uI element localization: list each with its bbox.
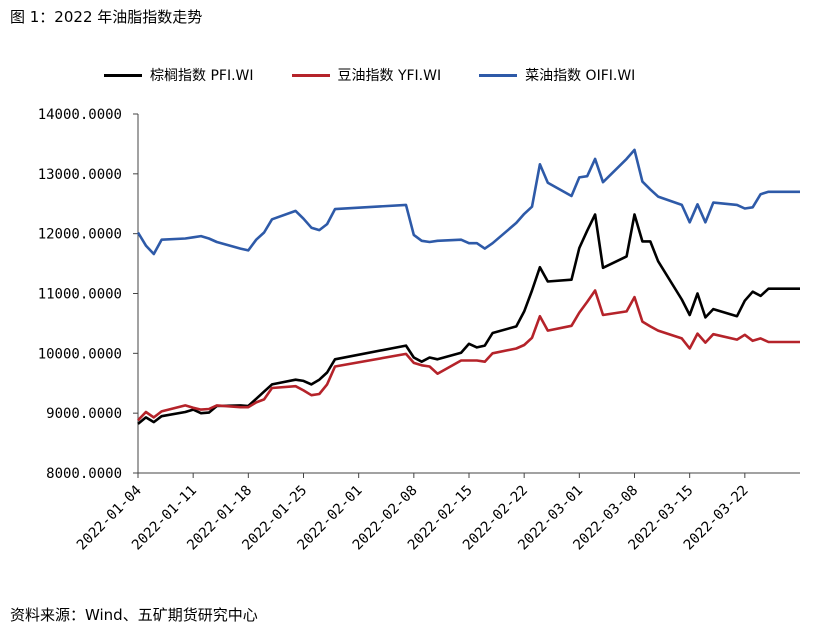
legend-item-soybean: 豆油指数 YFI.WI [291,65,442,85]
series-line-palm [137,213,800,425]
y-tick-label: 11000.0000 [38,287,122,303]
y-tick-label: 13000.0000 [38,167,122,183]
legend-label-palm: 棕榈指数 PFI.WI [150,68,254,84]
x-axis: 2022-01-042022-01-112022-01-182022-01-25… [74,472,800,553]
series-line-soybean [137,289,800,422]
y-tick-label: 8000.0000 [46,466,122,482]
y-axis: 14000.0000 13000.0000 12000.0000 11000.0000… [38,107,139,482]
series-line-rapeseed [136,148,800,256]
chart-legend: 棕榈指数 PFI.WI 豆油指数 YFI.WI 菜油指数 OIFI.WI [104,64,673,86]
legend-label-soybean: 豆油指数 YFI.WI [337,68,442,84]
y-tick-label: 10000.0000 [38,346,122,362]
y-tick-label: 14000.0000 [38,107,122,123]
source-note: 资料来源：Wind、五矿期货研究中心 [10,606,258,624]
legend-label-rapeseed: 菜油指数 OIFI.WI [525,68,636,84]
legend-item-palm: 棕榈指数 PFI.WI [104,65,254,85]
y-tick-label: 9000.0000 [46,406,122,422]
figure-title: 图 1：2022 年油脂指数走势 [10,8,203,26]
legend-item-rapeseed: 菜油指数 OIFI.WI [479,65,635,85]
legend-swatch-palm [104,73,142,77]
y-tick-label: 12000.0000 [38,227,122,243]
legend-swatch-rapeseed [479,73,518,77]
legend-swatch-soybean [291,73,330,77]
series-layer [136,148,800,425]
